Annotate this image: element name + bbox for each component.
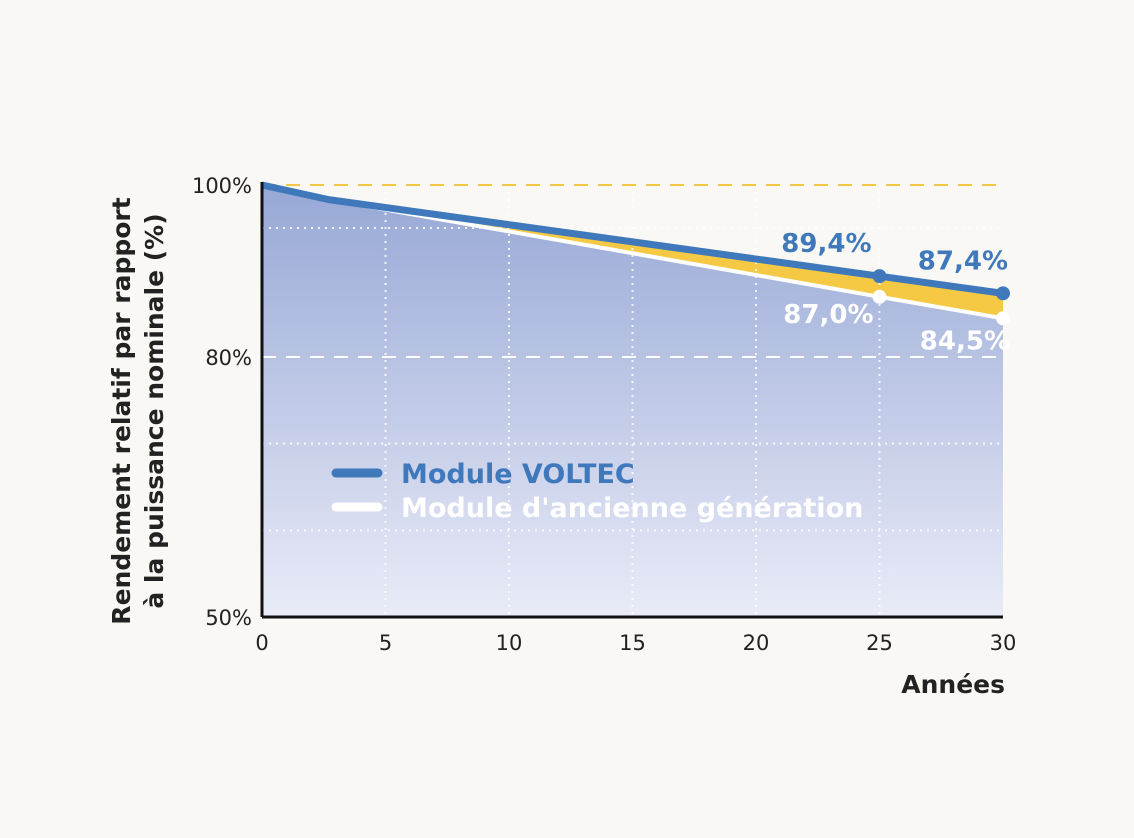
y-tick-label: 50% bbox=[205, 606, 252, 630]
y-tick-label: 80% bbox=[205, 346, 252, 370]
series-line-voltec bbox=[261, 181, 1004, 297]
annotation-old-generation: 84,5% bbox=[920, 326, 1010, 356]
x-axis-title: Années bbox=[901, 670, 1005, 699]
y-axis-title: Rendement relatif par rapport à la puissa… bbox=[107, 197, 169, 624]
annotation-voltec: 89,4% bbox=[781, 229, 871, 259]
x-tick-label: 30 bbox=[990, 631, 1017, 655]
x-tick-label: 5 bbox=[379, 631, 392, 655]
data-point-old-generation bbox=[996, 311, 1010, 326]
y-axis-title-line: Rendement relatif par rapport bbox=[107, 197, 136, 624]
x-tick-label: 15 bbox=[619, 631, 646, 655]
data-point-voltec bbox=[996, 286, 1010, 301]
legend-label-old-generation: Module d'ancienne génération bbox=[401, 493, 863, 524]
legend-label-voltec: Module VOLTEC bbox=[401, 459, 635, 490]
x-tick-label: 25 bbox=[866, 631, 893, 655]
y-tick-label: 100% bbox=[192, 174, 252, 198]
x-tick-label: 10 bbox=[496, 631, 523, 655]
x-tick-label: 20 bbox=[743, 631, 770, 655]
y-axis-title-line: à la puissance nominale (%) bbox=[140, 213, 169, 608]
area-under-curve bbox=[262, 185, 1003, 617]
data-point-old-generation bbox=[872, 289, 887, 304]
data-point-voltec bbox=[872, 269, 887, 284]
annotation-voltec: 87,4% bbox=[918, 246, 1008, 276]
x-tick-label: 0 bbox=[255, 631, 268, 655]
annotation-old-generation: 87,0% bbox=[783, 300, 873, 330]
